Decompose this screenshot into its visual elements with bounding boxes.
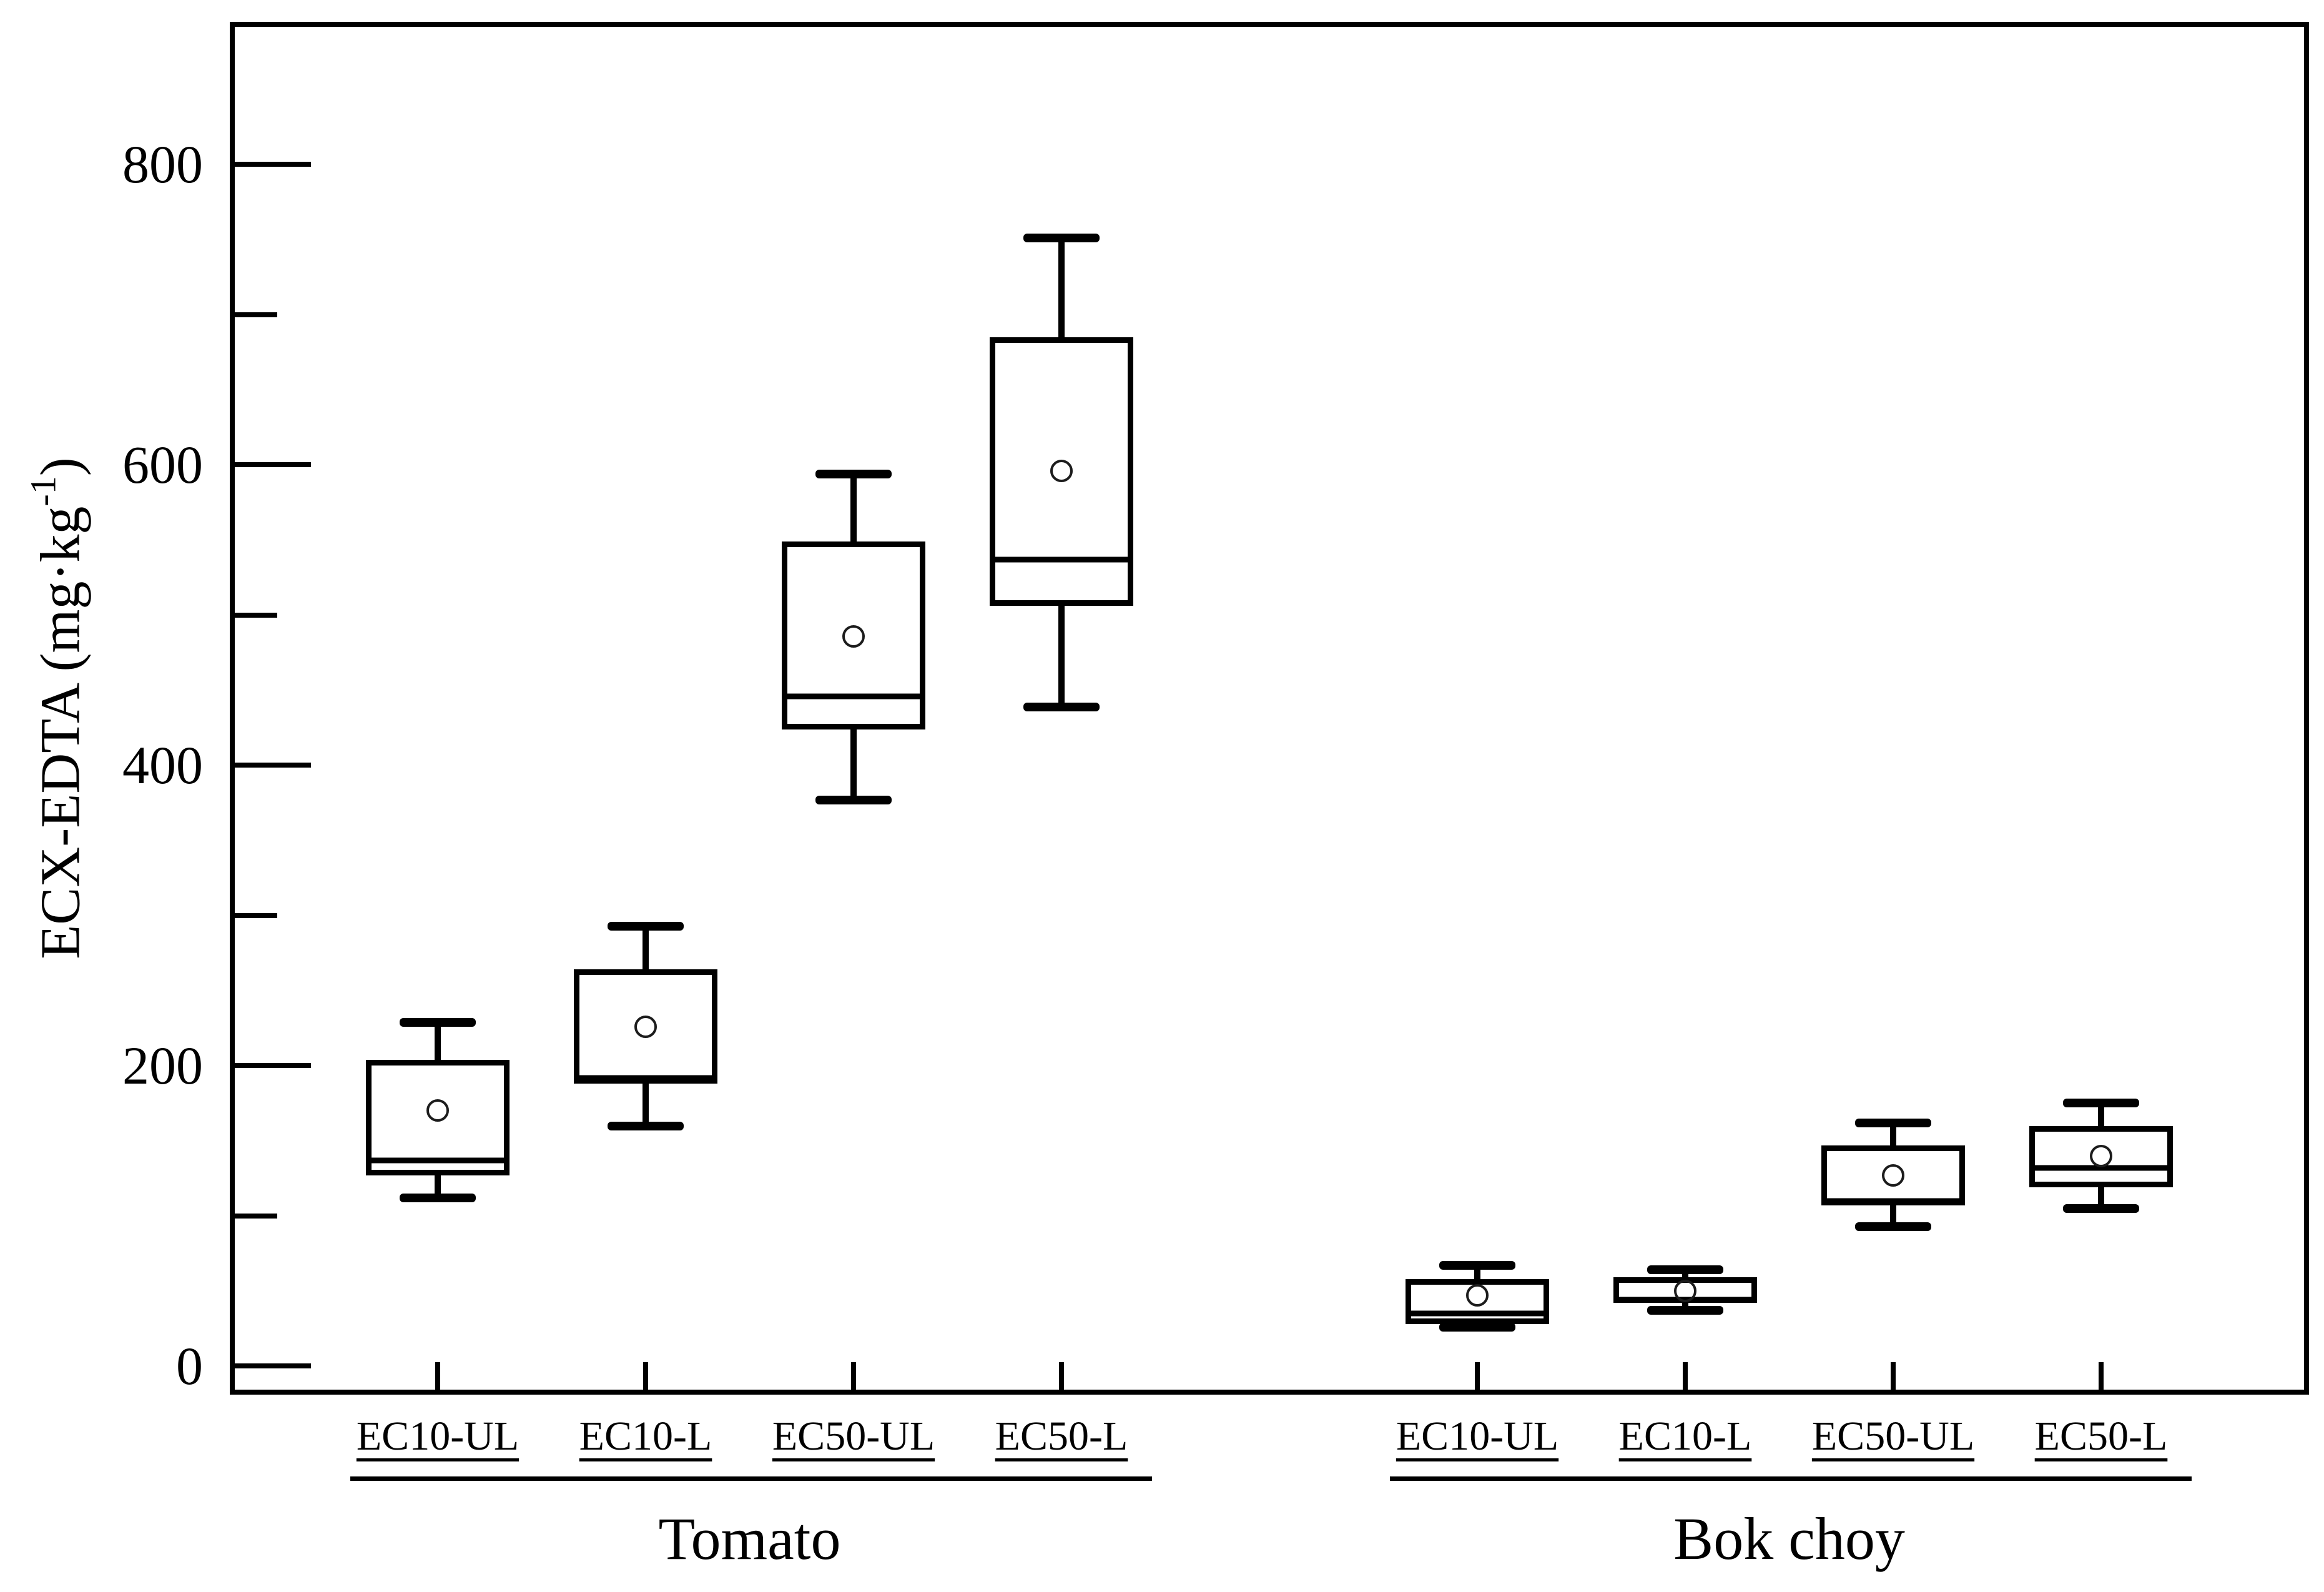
y-minor-tick bbox=[230, 912, 277, 918]
x-category-tick bbox=[851, 1362, 856, 1395]
median-line bbox=[366, 1157, 510, 1164]
upper-whisker-cap bbox=[1439, 1261, 1515, 1270]
lower-whisker-stem bbox=[850, 729, 857, 800]
median-line bbox=[1821, 1198, 1965, 1204]
y-major-tick bbox=[230, 1063, 311, 1069]
lower-whisker-stem bbox=[1890, 1205, 1896, 1227]
y-major-tick bbox=[230, 162, 311, 167]
x-category-label: EC10-UL bbox=[356, 1413, 519, 1459]
upper-whisker-stem bbox=[2098, 1103, 2104, 1126]
y-minor-tick bbox=[230, 1213, 277, 1219]
x-category-tick bbox=[1059, 1362, 1064, 1395]
lower-whisker-cap bbox=[1855, 1222, 1931, 1231]
lower-whisker-cap bbox=[2063, 1204, 2139, 1213]
y-major-tick bbox=[230, 462, 311, 468]
mean-marker bbox=[426, 1099, 449, 1122]
lower-whisker-stem bbox=[435, 1175, 441, 1198]
y-minor-tick bbox=[230, 612, 277, 618]
mean-marker bbox=[1466, 1284, 1489, 1307]
x-category-tick bbox=[1475, 1362, 1480, 1395]
y-major-tick bbox=[230, 1363, 311, 1369]
group-label: Tomato bbox=[658, 1505, 841, 1572]
lower-whisker-cap bbox=[1439, 1322, 1515, 1332]
x-category-label: EC50-L bbox=[995, 1413, 1128, 1459]
x-category-tick bbox=[1891, 1362, 1896, 1395]
upper-whisker-cap bbox=[1023, 234, 1100, 243]
y-axis-title: ECX-EDTA (mg·kg-1) bbox=[22, 457, 93, 959]
upper-whisker-cap bbox=[2063, 1099, 2139, 1108]
x-category-tick bbox=[2099, 1362, 2104, 1395]
x-category-label: EC10-L bbox=[579, 1413, 712, 1459]
group-rule bbox=[350, 1476, 1152, 1481]
x-category-label: EC50-UL bbox=[1811, 1413, 1975, 1459]
x-category-tick bbox=[1683, 1362, 1688, 1395]
mean-marker bbox=[1674, 1280, 1696, 1303]
upper-whisker-stem bbox=[643, 926, 649, 970]
y-tick-label: 200 bbox=[122, 1036, 203, 1096]
plot-area bbox=[230, 22, 2309, 1395]
mean-marker bbox=[1882, 1164, 1904, 1187]
upper-whisker-stem bbox=[435, 1022, 441, 1060]
x-category-label: EC50-UL bbox=[772, 1413, 935, 1459]
upper-whisker-stem bbox=[1474, 1265, 1480, 1279]
median-line bbox=[990, 556, 1133, 563]
mean-marker bbox=[634, 1015, 657, 1038]
median-line bbox=[1406, 1310, 1549, 1317]
upper-whisker-cap bbox=[815, 469, 892, 478]
upper-whisker-cap bbox=[608, 921, 684, 931]
lower-whisker-cap bbox=[1023, 702, 1100, 711]
upper-whisker-stem bbox=[1890, 1122, 1896, 1145]
upper-whisker-cap bbox=[1855, 1118, 1931, 1127]
lower-whisker-stem bbox=[643, 1084, 649, 1126]
x-category-tick bbox=[643, 1362, 648, 1395]
lower-whisker-cap bbox=[1647, 1306, 1723, 1315]
median-line bbox=[2029, 1165, 2173, 1171]
mean-marker bbox=[842, 625, 865, 648]
y-major-tick bbox=[230, 763, 311, 768]
lower-whisker-stem bbox=[1058, 606, 1065, 707]
plot-frame bbox=[230, 22, 2309, 1395]
lower-whisker-cap bbox=[608, 1121, 684, 1130]
upper-whisker-cap bbox=[1647, 1265, 1723, 1275]
group-rule bbox=[1390, 1476, 2192, 1481]
lower-whisker-cap bbox=[400, 1193, 476, 1202]
upper-whisker-stem bbox=[1058, 238, 1065, 337]
median-line bbox=[782, 693, 925, 700]
y-tick-label: 400 bbox=[122, 735, 203, 796]
median-line bbox=[574, 1075, 717, 1081]
y-tick-label: 0 bbox=[176, 1336, 203, 1397]
lower-whisker-cap bbox=[815, 795, 892, 804]
y-tick-label: 600 bbox=[122, 435, 203, 495]
x-category-label: EC10-L bbox=[1618, 1413, 1752, 1459]
group-label: Bok choy bbox=[1673, 1505, 1905, 1572]
mean-marker bbox=[2090, 1144, 2112, 1167]
upper-whisker-stem bbox=[850, 473, 857, 542]
upper-whisker-cap bbox=[400, 1017, 476, 1027]
y-axis-title-prefix: ECX-EDTA (mg·kg bbox=[29, 506, 92, 959]
mean-marker bbox=[1050, 460, 1073, 483]
y-tick-label: 800 bbox=[122, 134, 203, 195]
x-category-label: EC50-L bbox=[2034, 1413, 2168, 1459]
x-category-tick bbox=[435, 1362, 440, 1395]
y-minor-tick bbox=[230, 312, 277, 317]
lower-whisker-stem bbox=[2098, 1187, 2104, 1209]
x-category-label: EC10-UL bbox=[1396, 1413, 1559, 1459]
